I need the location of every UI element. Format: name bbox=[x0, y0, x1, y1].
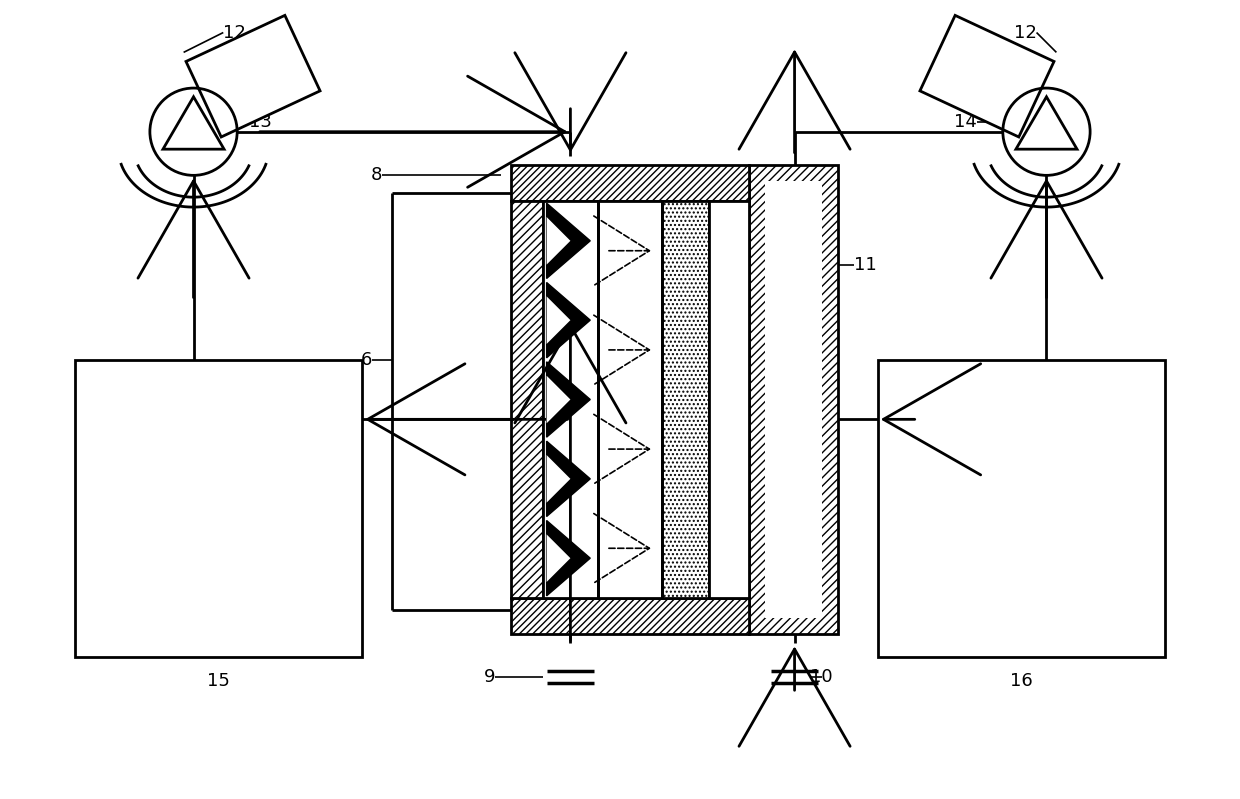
Bar bbox=[878, 360, 1166, 658]
Polygon shape bbox=[547, 296, 570, 344]
Text: 8: 8 bbox=[371, 166, 382, 185]
Text: 14: 14 bbox=[954, 113, 977, 131]
Polygon shape bbox=[547, 217, 570, 264]
Bar bbox=[749, 165, 838, 634]
Text: 11: 11 bbox=[854, 256, 877, 273]
Text: 9: 9 bbox=[484, 668, 495, 686]
Polygon shape bbox=[547, 455, 570, 503]
Bar bbox=[662, 201, 709, 598]
Bar bbox=[765, 181, 822, 618]
Polygon shape bbox=[162, 97, 224, 149]
Polygon shape bbox=[920, 15, 1054, 137]
Text: 16: 16 bbox=[1011, 672, 1033, 690]
Text: 6: 6 bbox=[361, 351, 372, 369]
Polygon shape bbox=[547, 203, 590, 279]
Bar bbox=[511, 165, 749, 201]
Polygon shape bbox=[547, 520, 590, 596]
Bar bbox=[74, 360, 362, 658]
Polygon shape bbox=[1016, 97, 1078, 149]
Polygon shape bbox=[547, 283, 590, 358]
Polygon shape bbox=[186, 15, 320, 137]
Text: 13: 13 bbox=[249, 113, 272, 131]
Text: 12: 12 bbox=[223, 23, 247, 42]
Text: 1: 1 bbox=[521, 440, 533, 458]
Bar bbox=[511, 201, 543, 598]
Polygon shape bbox=[547, 362, 590, 437]
Bar bbox=[543, 201, 598, 598]
Bar bbox=[598, 201, 662, 598]
Text: 10: 10 bbox=[811, 668, 833, 686]
Polygon shape bbox=[547, 376, 570, 423]
Text: 12: 12 bbox=[1013, 23, 1037, 42]
Text: 15: 15 bbox=[207, 672, 229, 690]
Bar bbox=[511, 598, 749, 634]
Polygon shape bbox=[547, 535, 570, 582]
Polygon shape bbox=[547, 441, 590, 516]
Bar bbox=[709, 201, 749, 598]
